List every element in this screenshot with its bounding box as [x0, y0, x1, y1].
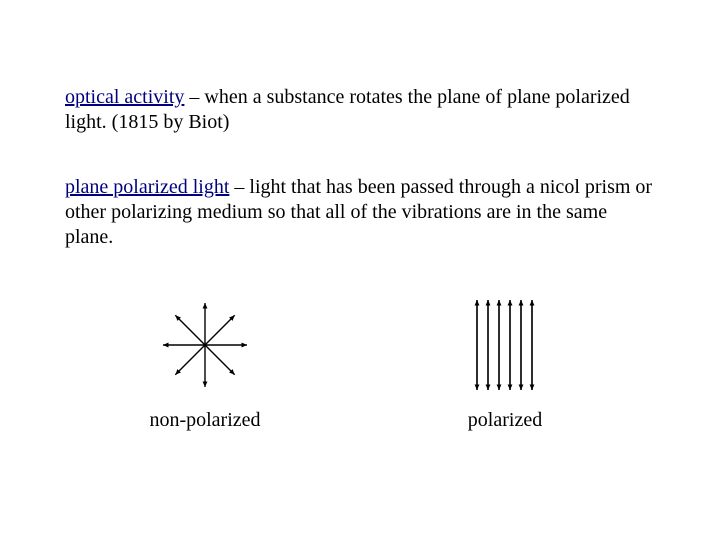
definition-optical-activity: optical activity – when a substance rota…	[65, 85, 655, 135]
diagrams-row: non-polarized polarized	[65, 290, 655, 433]
term-optical-activity: optical activity	[65, 86, 184, 108]
diagram-polarized: polarized	[375, 290, 635, 433]
term-plane-polarized-light: plane polarized light	[65, 176, 229, 198]
caption-polarized: polarized	[468, 408, 542, 433]
diagram-non-polarized: non-polarized	[65, 290, 345, 433]
slide: optical activity – when a substance rota…	[0, 0, 720, 433]
definition-plane-polarized-light: plane polarized light – light that has b…	[65, 175, 655, 250]
caption-non-polarized: non-polarized	[149, 408, 260, 433]
non-polarized-icon	[145, 290, 265, 400]
polarized-icon	[455, 290, 555, 400]
